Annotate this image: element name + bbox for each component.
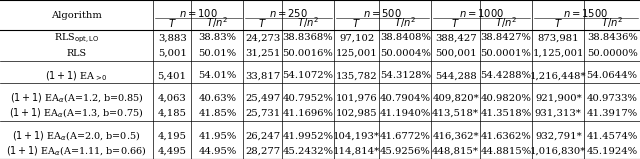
Text: 26,247: 26,247 xyxy=(245,132,280,141)
Text: 41.6772%: 41.6772% xyxy=(380,132,431,141)
Text: RLS$_{\mathrm{opt,LO}}$: RLS$_{\mathrm{opt,LO}}$ xyxy=(54,31,99,45)
Text: 5,001: 5,001 xyxy=(157,48,187,58)
Text: $(1+1)$ EA$_{\alpha}$(A=1.3, b=0.75): $(1+1)$ EA$_{\alpha}$(A=1.3, b=0.75) xyxy=(10,107,144,120)
Text: 54.4288%: 54.4288% xyxy=(481,71,532,80)
Text: $T$: $T$ xyxy=(352,17,361,29)
Text: 932,791*: 932,791* xyxy=(535,132,582,141)
Text: $n = 100$: $n = 100$ xyxy=(179,7,218,19)
Text: 40.9733%: 40.9733% xyxy=(587,94,637,103)
Text: 45.2432%: 45.2432% xyxy=(282,147,333,156)
Text: 873,981: 873,981 xyxy=(538,33,579,42)
Text: $(1+1)$ EA$_{\alpha}$(A=2.0, b=0.5): $(1+1)$ EA$_{\alpha}$(A=2.0, b=0.5) xyxy=(12,129,141,143)
Text: 38.83%: 38.83% xyxy=(198,33,236,42)
Text: 97,102: 97,102 xyxy=(339,33,374,42)
Text: 33,817: 33,817 xyxy=(245,71,280,80)
Text: $T$: $T$ xyxy=(554,17,563,29)
Text: 1,016,830*: 1,016,830* xyxy=(530,147,586,156)
Text: 125,001: 125,001 xyxy=(335,48,378,58)
Text: 41.3917%: 41.3917% xyxy=(587,109,637,118)
Text: 1,216,448*: 1,216,448* xyxy=(530,71,587,80)
Text: 25,731: 25,731 xyxy=(245,109,280,118)
Text: 544,288: 544,288 xyxy=(435,71,477,80)
Text: $n = 250$: $n = 250$ xyxy=(269,7,308,19)
Text: 40.7952%: 40.7952% xyxy=(282,94,333,103)
Text: 135,782: 135,782 xyxy=(336,71,378,80)
Text: 3,883: 3,883 xyxy=(158,33,186,42)
Text: 41.9952%: 41.9952% xyxy=(282,132,333,141)
Text: 38.8408%: 38.8408% xyxy=(380,33,431,42)
Text: 54.01%: 54.01% xyxy=(198,71,237,80)
Text: $(1+1)$ EA$_{>0}$: $(1+1)$ EA$_{>0}$ xyxy=(45,69,108,83)
Text: 921,900*: 921,900* xyxy=(535,94,582,103)
Text: RLS: RLS xyxy=(67,48,86,58)
Text: 38.8436%: 38.8436% xyxy=(587,33,637,42)
Text: 40.63%: 40.63% xyxy=(198,94,236,103)
Text: 38.8427%: 38.8427% xyxy=(481,33,532,42)
Text: $n = 1500$: $n = 1500$ xyxy=(563,7,609,19)
Text: 5,401: 5,401 xyxy=(157,71,187,80)
Text: 931,313*: 931,313* xyxy=(535,109,582,118)
Text: 416,362*: 416,362* xyxy=(433,132,479,141)
Text: 448,815*: 448,815* xyxy=(432,147,479,156)
Text: $T/n^2$: $T/n^2$ xyxy=(297,15,319,30)
Text: 40.7904%: 40.7904% xyxy=(380,94,431,103)
Text: 50.0016%: 50.0016% xyxy=(282,48,333,58)
Text: 50.01%: 50.01% xyxy=(198,48,236,58)
Text: $n = 1000$: $n = 1000$ xyxy=(459,7,504,19)
Text: $T$: $T$ xyxy=(451,17,460,29)
Text: 114,814*: 114,814* xyxy=(333,147,380,156)
Text: 4,063: 4,063 xyxy=(158,94,186,103)
Text: 54.1072%: 54.1072% xyxy=(282,71,333,80)
Text: 41.6362%: 41.6362% xyxy=(481,132,531,141)
Text: $(1+1)$ EA$_{\alpha}$(A=1.11, b=0.66): $(1+1)$ EA$_{\alpha}$(A=1.11, b=0.66) xyxy=(6,145,147,158)
Text: 413,518*: 413,518* xyxy=(432,109,479,118)
Text: 104,193*: 104,193* xyxy=(333,132,380,141)
Text: 101,976: 101,976 xyxy=(336,94,378,103)
Text: Algorithm: Algorithm xyxy=(51,11,102,20)
Text: 41.95%: 41.95% xyxy=(198,132,237,141)
Text: 25,497: 25,497 xyxy=(245,94,280,103)
Text: 102,985: 102,985 xyxy=(336,109,378,118)
Text: 4,195: 4,195 xyxy=(157,132,187,141)
Text: $T$: $T$ xyxy=(258,17,267,29)
Text: 31,251: 31,251 xyxy=(245,48,280,58)
Text: $n = 500$: $n = 500$ xyxy=(363,7,402,19)
Text: 4,495: 4,495 xyxy=(157,147,187,156)
Text: 54.0644%: 54.0644% xyxy=(587,71,637,80)
Text: $T/n^2$: $T/n^2$ xyxy=(394,15,416,30)
Text: 40.9820%: 40.9820% xyxy=(481,94,532,103)
Text: $T/n^2$: $T/n^2$ xyxy=(495,15,517,30)
Text: 388,427: 388,427 xyxy=(435,33,476,42)
Text: 28,277: 28,277 xyxy=(245,147,280,156)
Text: 500,001: 500,001 xyxy=(435,48,476,58)
Text: 1,125,001: 1,125,001 xyxy=(532,48,584,58)
Text: 44.8815%: 44.8815% xyxy=(481,147,532,156)
Text: $(1+1)$ EA$_{\alpha}$(A=1.2, b=0.85): $(1+1)$ EA$_{\alpha}$(A=1.2, b=0.85) xyxy=(10,92,143,105)
Text: 41.4574%: 41.4574% xyxy=(586,132,638,141)
Text: 38.8368%: 38.8368% xyxy=(282,33,333,42)
Text: 45.9256%: 45.9256% xyxy=(380,147,431,156)
Text: 50.0000%: 50.0000% xyxy=(587,48,637,58)
Text: 41.85%: 41.85% xyxy=(198,109,237,118)
Text: 24,273: 24,273 xyxy=(245,33,280,42)
Text: 50.0004%: 50.0004% xyxy=(380,48,431,58)
Text: 45.1924%: 45.1924% xyxy=(587,147,637,156)
Text: 41.1940%: 41.1940% xyxy=(380,109,431,118)
Text: 50.0001%: 50.0001% xyxy=(481,48,532,58)
Text: $T/n^2$: $T/n^2$ xyxy=(206,15,228,30)
Text: 4,185: 4,185 xyxy=(157,109,187,118)
Text: $T/n^2$: $T/n^2$ xyxy=(601,15,623,30)
Text: 54.3128%: 54.3128% xyxy=(380,71,431,80)
Text: 44.95%: 44.95% xyxy=(198,147,237,156)
Text: 41.1696%: 41.1696% xyxy=(282,109,333,118)
Text: $T$: $T$ xyxy=(168,17,177,29)
Text: 41.3518%: 41.3518% xyxy=(481,109,532,118)
Text: 409,820*: 409,820* xyxy=(432,94,479,103)
